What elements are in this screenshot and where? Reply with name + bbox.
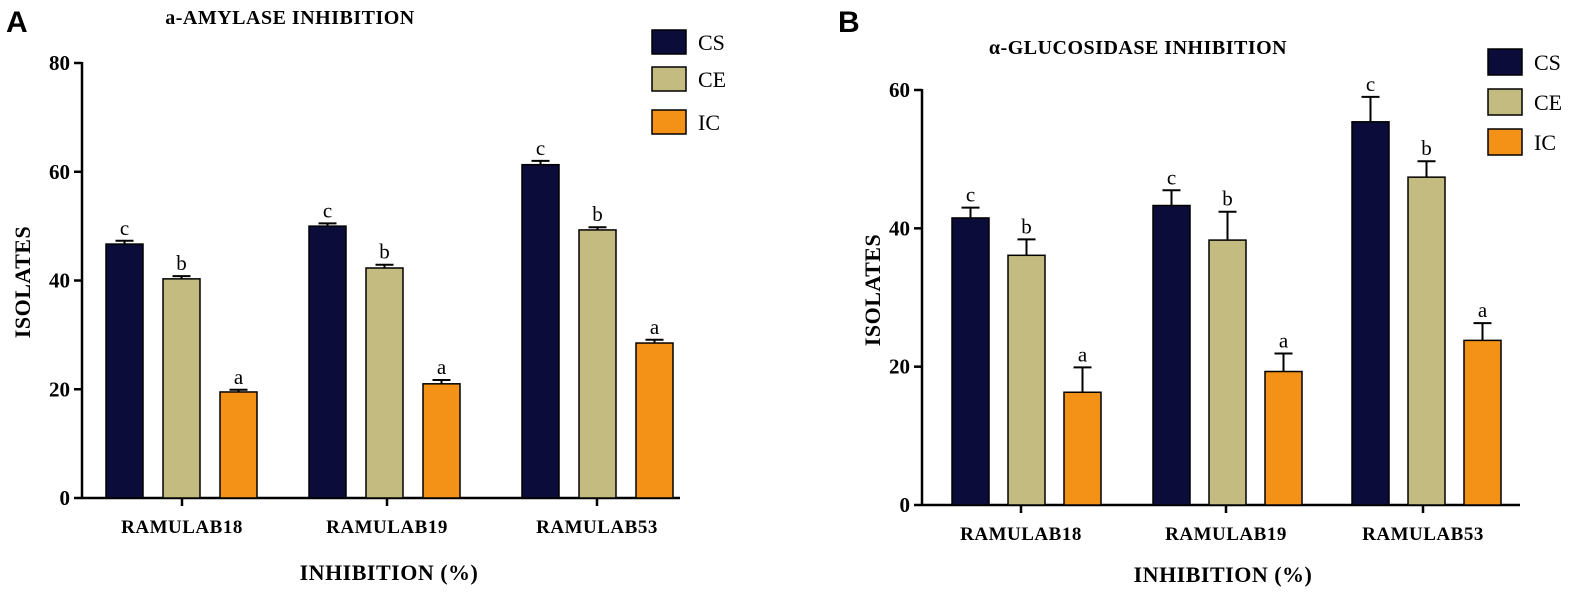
panel-b-category-label: RAMULAB19 bbox=[1165, 524, 1287, 545]
panel-a-bar-ic bbox=[635, 342, 674, 499]
panel-b-significance-label: c bbox=[1167, 165, 1176, 189]
panel-b-bar-cs bbox=[1351, 121, 1390, 506]
panel-a-bar-ic bbox=[422, 383, 461, 499]
panel-b-x-axis-label: INHIBITION (%) bbox=[1134, 562, 1313, 587]
panel-a-legend-swatch-ic bbox=[651, 109, 687, 135]
panel-a-y-axis-label: ISOLATES bbox=[10, 226, 35, 338]
panel-b-significance-label: b bbox=[1021, 214, 1032, 238]
panel-b-bar-ce bbox=[1007, 254, 1046, 506]
panel-b-significance-label: b bbox=[1222, 187, 1233, 211]
panel-a-bar-ce bbox=[578, 229, 617, 499]
panel-a-significance-label: a bbox=[650, 315, 660, 339]
panel-a-significance-label: a bbox=[437, 355, 447, 379]
panel-a-y-tick-label: 60 bbox=[49, 160, 70, 184]
panel-b-legend-label-ic: IC bbox=[1534, 130, 1556, 155]
panel-b-legend-label-cs: CS bbox=[1534, 50, 1561, 75]
panel-a-bars: c c c b b b a a a bbox=[105, 136, 674, 499]
panel-b-chart: B α-GLUCOSIDASE INHIBITION INHIBITION (%… bbox=[838, 6, 1562, 587]
panel-a-bar-ce bbox=[365, 267, 404, 499]
panel-b-significance-label: c bbox=[966, 183, 975, 207]
panel-a-significance-label: b bbox=[592, 202, 603, 226]
panel-a-title: a-AMYLASE INHIBITION bbox=[165, 7, 415, 29]
panel-a-significance-label: c bbox=[323, 198, 332, 222]
panel-b-significance-label: a bbox=[1279, 329, 1289, 353]
panel-b-bar-ic bbox=[1264, 370, 1303, 506]
panel-a-y-tick-label: 20 bbox=[49, 377, 70, 401]
panel-b-bar-ic bbox=[1063, 391, 1102, 506]
panel-a-legend-swatch-cs bbox=[651, 29, 687, 55]
panel-b-y-tick-label: 20 bbox=[889, 355, 910, 379]
panel-a-y-tick-label: 80 bbox=[49, 51, 70, 75]
panel-b-significance-label: a bbox=[1478, 298, 1488, 322]
panel-b-legend: CS CE IC bbox=[1487, 48, 1562, 156]
panel-b-legend-swatch-ic bbox=[1487, 128, 1523, 156]
panel-a-legend-label-ic: IC bbox=[698, 110, 720, 135]
panel-a-bar-cs bbox=[308, 225, 347, 499]
panel-letter-b: B bbox=[838, 6, 860, 39]
panel-a-bar-ce bbox=[162, 278, 201, 499]
panel-b-bar-ic bbox=[1463, 339, 1502, 506]
panel-b-bar-ce bbox=[1208, 239, 1247, 506]
panel-b-significance-label: a bbox=[1078, 342, 1088, 366]
panel-a-chart: A a-AMYLASE INHIBITION INHIBITION (%) IS… bbox=[6, 6, 726, 585]
panel-a-significance-label: c bbox=[536, 136, 545, 160]
panel-a-legend-label-ce: CE bbox=[698, 67, 726, 92]
panel-a-bar-cs bbox=[521, 163, 560, 499]
panel-a-legend: CS CE IC bbox=[651, 29, 726, 135]
panel-a-significance-label: a bbox=[234, 365, 244, 389]
panel-a-y-tick-label: 40 bbox=[49, 269, 70, 293]
panel-a-significance-label: b bbox=[176, 251, 187, 275]
panel-b-bar-cs bbox=[1152, 204, 1191, 506]
panel-a-legend-swatch-ce bbox=[651, 66, 687, 92]
panel-a-significance-label: c bbox=[120, 216, 129, 240]
panel-a-bar-cs bbox=[105, 243, 144, 499]
panel-b-legend-label-ce: CE bbox=[1534, 90, 1562, 115]
panel-b-y-axis-label: ISOLATES bbox=[860, 234, 885, 346]
panel-b-bar-cs bbox=[951, 217, 990, 506]
panel-b-y-tick-label: 60 bbox=[889, 78, 910, 102]
panel-b-bars: c c c b b b a a a bbox=[951, 72, 1502, 506]
panel-a-significance-label: b bbox=[379, 240, 390, 264]
panel-a-category-label: RAMULAB19 bbox=[326, 517, 448, 538]
panel-b-category-label: RAMULAB18 bbox=[960, 524, 1082, 545]
panel-b-significance-label: b bbox=[1421, 136, 1432, 160]
panel-a-x-axis-label: INHIBITION (%) bbox=[300, 560, 479, 585]
panel-b-y-tick-label: 0 bbox=[900, 493, 911, 517]
panel-b-title: α-GLUCOSIDASE INHIBITION bbox=[989, 37, 1287, 59]
panel-b-legend-swatch-ce bbox=[1487, 88, 1523, 116]
panel-a-legend-label-cs: CS bbox=[698, 30, 725, 55]
panel-b-bar-ce bbox=[1407, 176, 1446, 506]
panel-a-category-label: RAMULAB53 bbox=[536, 517, 658, 538]
panel-a-axes: 0 20 40 60 80 RAMULAB18 RAMULAB19 RAMULAB53 bbox=[49, 51, 680, 538]
panel-b-significance-label: c bbox=[1366, 72, 1375, 96]
panel-b-y-tick-label: 40 bbox=[889, 216, 910, 240]
panel-a-y-tick-label: 0 bbox=[60, 486, 71, 510]
panel-b-category-label: RAMULAB53 bbox=[1362, 524, 1484, 545]
panel-letter-a: A bbox=[6, 6, 28, 39]
panel-a-category-label: RAMULAB18 bbox=[121, 517, 243, 538]
panel-a-bar-ic bbox=[219, 391, 258, 499]
panel-b-legend-swatch-cs bbox=[1487, 48, 1523, 76]
